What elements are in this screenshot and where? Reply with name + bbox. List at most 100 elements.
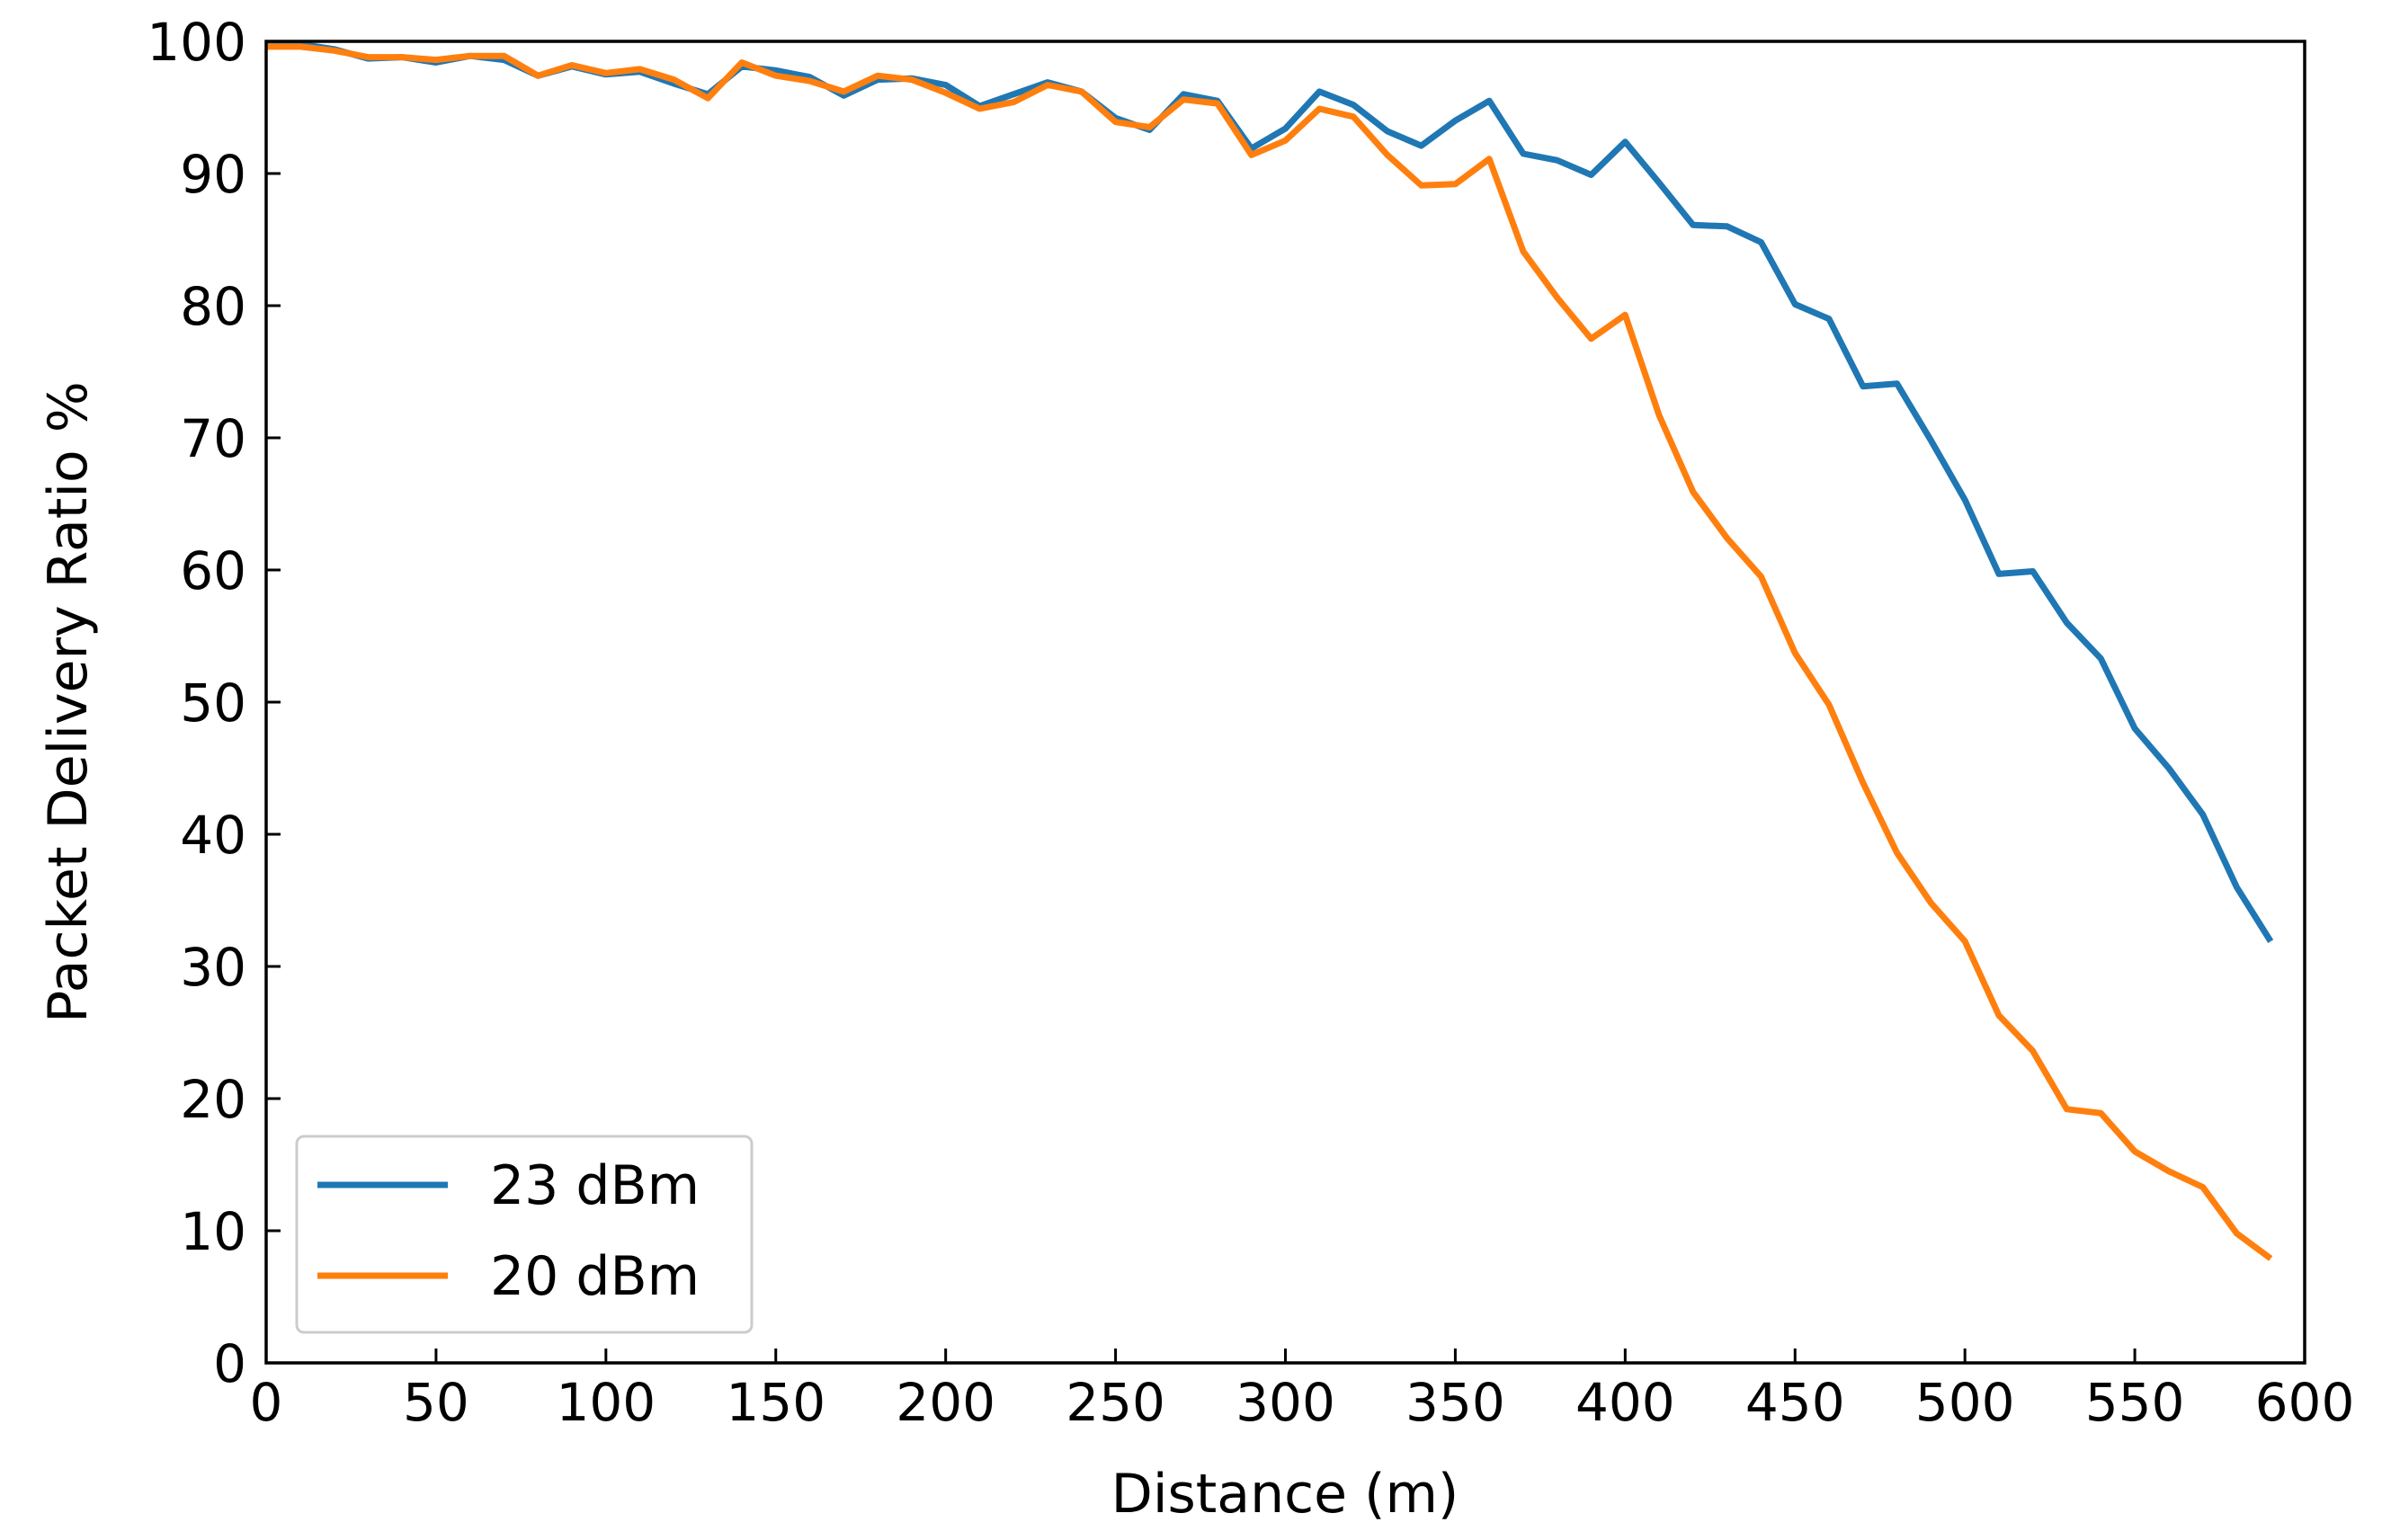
y-tick-label: 30 <box>180 937 246 998</box>
data-point-23-dbm <box>1928 437 1934 443</box>
x-tick-label: 350 <box>1405 1372 1505 1433</box>
data-point-20-dbm <box>1146 124 1153 130</box>
data-point-20-dbm <box>1011 99 1017 105</box>
y-tick-label: 90 <box>180 144 246 205</box>
data-point-20-dbm <box>1248 152 1254 158</box>
data-point-23-dbm <box>1962 497 1968 503</box>
x-tick-label: 0 <box>250 1372 283 1433</box>
data-point-23-dbm <box>1351 102 1357 108</box>
data-point-20-dbm <box>1690 489 1696 495</box>
data-point-23-dbm <box>1588 172 1594 178</box>
x-tick-label: 400 <box>1575 1372 1675 1433</box>
data-point-23-dbm <box>1826 316 1833 322</box>
x-tick-label: 600 <box>2255 1372 2355 1433</box>
data-point-20-dbm <box>399 54 406 60</box>
data-point-20-dbm <box>1860 779 1866 786</box>
x-tick-label: 100 <box>556 1372 656 1433</box>
data-point-20-dbm <box>875 73 881 79</box>
data-point-20-dbm <box>297 43 303 49</box>
data-point-20-dbm <box>1758 574 1764 580</box>
data-point-23-dbm <box>1860 383 1866 389</box>
x-tick-label: 50 <box>403 1372 469 1433</box>
data-point-23-dbm <box>2199 812 2206 818</box>
data-point-23-dbm <box>2234 884 2240 890</box>
data-point-23-dbm <box>1995 571 2002 577</box>
data-point-20-dbm <box>1351 113 1357 120</box>
data-point-23-dbm <box>2030 568 2036 574</box>
data-point-20-dbm <box>1894 850 1900 856</box>
data-point-20-dbm <box>671 76 677 83</box>
data-point-20-dbm <box>1792 650 1798 656</box>
data-point-20-dbm <box>535 73 541 79</box>
data-point-20-dbm <box>1452 181 1459 187</box>
legend: 23 dBm 20 dBm <box>295 1135 754 1334</box>
x-tick-label: 500 <box>1915 1372 2015 1433</box>
legend-label-20-dbm: 20 dBm <box>490 1245 700 1308</box>
data-point-20-dbm <box>2199 1184 2206 1190</box>
data-point-20-dbm <box>2030 1048 2036 1055</box>
y-tick-label: 0 <box>213 1333 246 1394</box>
x-axis-label: Distance (m) <box>1111 1463 1459 1526</box>
series-line-20-dbm <box>266 43 2273 1261</box>
data-point-23-dbm <box>2268 939 2274 945</box>
data-point-23-dbm <box>1656 180 1663 186</box>
data-point-20-dbm <box>602 70 609 76</box>
data-point-20-dbm <box>2132 1148 2138 1154</box>
axis-ticks: 0 50 100 150 200 250 300 350 400 450 500 550 600 0 10 2… <box>147 12 2354 1433</box>
data-point-20-dbm <box>1418 182 1424 189</box>
data-point-23-dbm <box>1452 118 1459 124</box>
data-point-20-dbm <box>1928 900 1934 906</box>
data-point-20-dbm <box>637 66 643 72</box>
data-point-20-dbm <box>1724 535 1730 541</box>
x-tick-label: 550 <box>2085 1372 2185 1433</box>
data-point-20-dbm <box>2234 1230 2240 1236</box>
data-point-23-dbm <box>1690 222 1696 228</box>
data-point-20-dbm <box>1078 88 1084 94</box>
series-lines <box>266 40 2274 1261</box>
data-point-20-dbm <box>433 57 439 63</box>
data-point-20-dbm <box>365 54 371 60</box>
y-tick-label: 40 <box>180 805 246 866</box>
data-point-20-dbm <box>1045 82 1051 88</box>
data-point-20-dbm <box>1181 96 1187 102</box>
data-point-23-dbm <box>1894 380 1900 387</box>
data-point-23-dbm <box>1316 88 1323 94</box>
data-point-23-dbm <box>1418 143 1424 149</box>
data-point-20-dbm <box>1995 1012 2002 1019</box>
y-tick-label: 70 <box>180 408 246 469</box>
y-tick-label: 80 <box>180 276 246 337</box>
x-tick-label: 450 <box>1745 1372 1845 1433</box>
data-point-20-dbm <box>908 76 914 83</box>
data-point-20-dbm <box>942 90 949 96</box>
data-point-20-dbm <box>569 62 575 68</box>
data-point-20-dbm <box>1962 939 1968 945</box>
data-point-20-dbm <box>705 95 711 102</box>
data-point-23-dbm <box>1724 223 1730 229</box>
data-point-23-dbm <box>2132 725 2138 732</box>
x-tick-label: 150 <box>726 1372 825 1433</box>
data-point-20-dbm <box>1214 101 1220 107</box>
data-point-20-dbm <box>1622 312 1628 318</box>
data-point-20-dbm <box>739 59 745 66</box>
data-point-23-dbm <box>1622 138 1628 145</box>
y-tick-label: 10 <box>180 1201 246 1262</box>
y-tick-label: 50 <box>180 672 246 734</box>
x-tick-label: 200 <box>896 1372 995 1433</box>
data-point-23-dbm <box>1282 126 1289 132</box>
x-tick-label: 300 <box>1236 1372 1335 1433</box>
data-point-23-dbm <box>1486 98 1493 104</box>
data-point-23-dbm <box>1011 91 1017 97</box>
data-point-23-dbm <box>1521 151 1527 157</box>
y-axis-label: Packet Delivery Ratio % <box>37 381 100 1023</box>
legend-label-23-dbm: 23 dBm <box>490 1154 700 1217</box>
y-tick-label: 60 <box>180 540 246 601</box>
data-point-20-dbm <box>1486 156 1493 162</box>
data-point-20-dbm <box>977 106 983 112</box>
data-point-20-dbm <box>1588 335 1594 342</box>
data-point-20-dbm <box>1656 413 1663 419</box>
data-point-20-dbm <box>2268 1255 2274 1261</box>
data-point-23-dbm <box>1758 239 1764 245</box>
data-point-20-dbm <box>1282 138 1289 144</box>
data-point-20-dbm <box>501 53 507 59</box>
